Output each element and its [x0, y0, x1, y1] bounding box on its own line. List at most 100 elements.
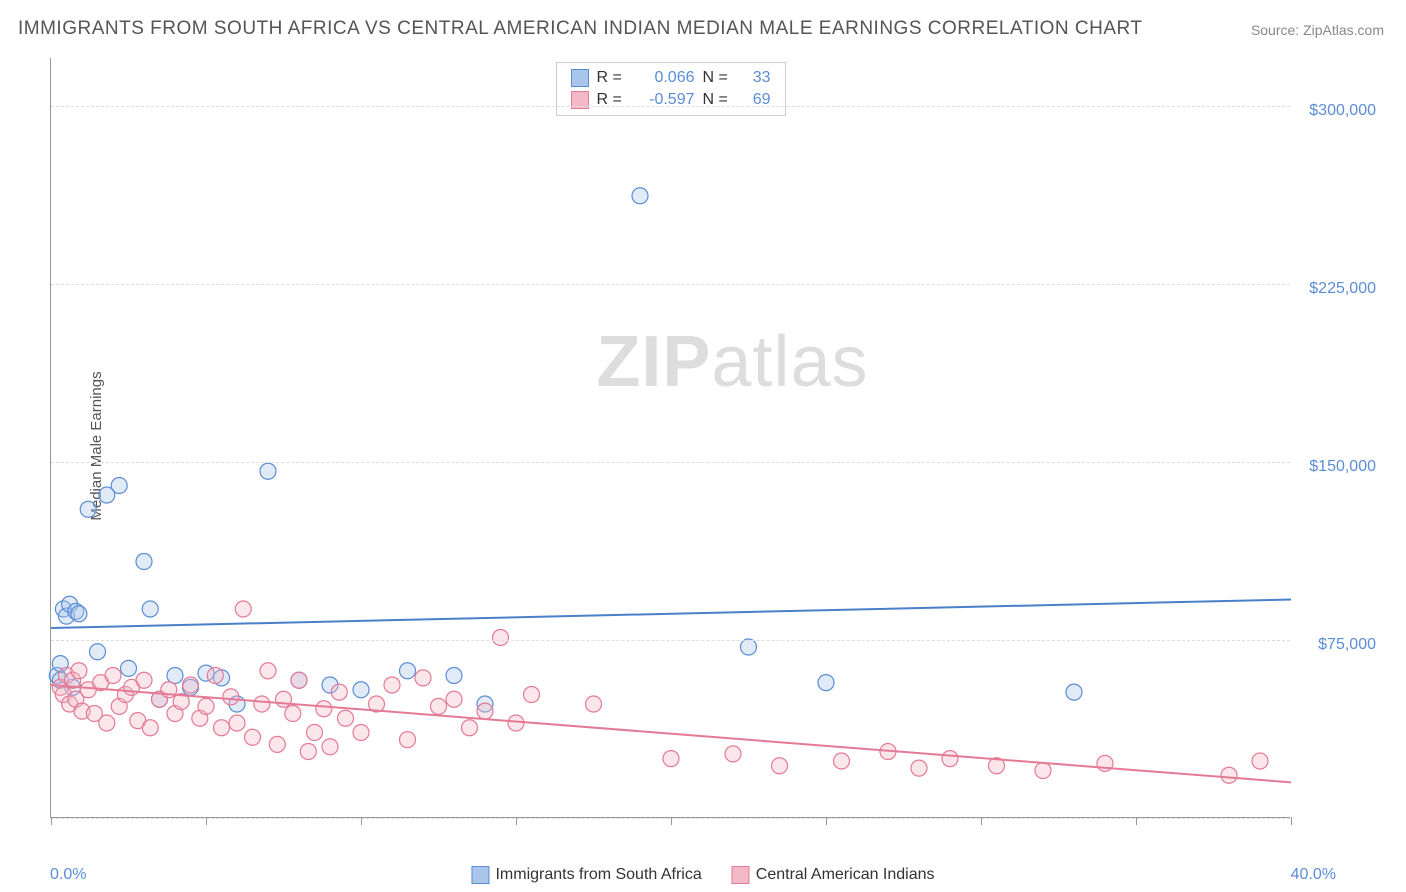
data-point	[207, 668, 223, 684]
data-point	[462, 720, 478, 736]
source-label: Source: ZipAtlas.com	[1251, 22, 1384, 38]
data-point	[834, 753, 850, 769]
data-point	[338, 710, 354, 726]
x-max-label: 40.0%	[1291, 866, 1336, 884]
data-point	[223, 689, 239, 705]
data-point	[400, 663, 416, 679]
y-tick-label: $150,000	[1309, 458, 1376, 476]
y-tick-label: $300,000	[1309, 102, 1376, 120]
data-point	[400, 732, 416, 748]
data-point	[167, 668, 183, 684]
x-tick	[206, 817, 207, 825]
data-point	[71, 606, 87, 622]
gridline	[51, 106, 1290, 107]
legend-swatch	[571, 69, 589, 87]
legend-item: Central American Indians	[732, 866, 935, 884]
data-point	[353, 725, 369, 741]
data-point	[260, 463, 276, 479]
data-point	[99, 715, 115, 731]
data-point	[80, 501, 96, 517]
x-tick	[671, 817, 672, 825]
n-label: N =	[703, 69, 733, 87]
data-point	[632, 188, 648, 204]
x-min-label: 0.0%	[50, 866, 86, 884]
x-tick	[826, 817, 827, 825]
plot-area: ZIPatlas R = 0.066 N = 33 R = -0.597 N =…	[50, 58, 1290, 818]
data-point	[71, 663, 87, 679]
data-point	[446, 691, 462, 707]
stats-legend: R = 0.066 N = 33 R = -0.597 N = 69	[556, 62, 786, 116]
data-point	[508, 715, 524, 731]
data-point	[307, 725, 323, 741]
r-label: R =	[597, 69, 627, 87]
data-point	[415, 670, 431, 686]
data-point	[183, 677, 199, 693]
data-point	[477, 703, 493, 719]
data-point	[493, 630, 509, 646]
data-point	[254, 696, 270, 712]
data-point	[911, 760, 927, 776]
stats-row: R = 0.066 N = 33	[571, 67, 771, 89]
data-point	[229, 715, 245, 731]
series-legend: Immigrants from South Africa Central Amer…	[471, 866, 934, 884]
data-point	[260, 663, 276, 679]
legend-item: Immigrants from South Africa	[471, 866, 701, 884]
data-point	[142, 601, 158, 617]
stats-row: R = -0.597 N = 69	[571, 89, 771, 111]
data-point	[90, 644, 106, 660]
data-point	[142, 720, 158, 736]
data-point	[214, 720, 230, 736]
x-tick	[516, 817, 517, 825]
data-point	[136, 672, 152, 688]
data-point	[1066, 684, 1082, 700]
trend-line	[51, 685, 1291, 782]
data-point	[285, 706, 301, 722]
data-point	[725, 746, 741, 762]
r-value: 0.066	[635, 69, 695, 87]
data-point	[586, 696, 602, 712]
data-point	[291, 672, 307, 688]
legend-label: Central American Indians	[756, 866, 935, 883]
data-point	[353, 682, 369, 698]
chart-svg	[51, 58, 1290, 817]
data-point	[276, 691, 292, 707]
x-tick	[1136, 817, 1137, 825]
data-point	[331, 684, 347, 700]
data-point	[524, 687, 540, 703]
data-point	[772, 758, 788, 774]
x-tick	[361, 817, 362, 825]
gridline	[51, 284, 1290, 285]
data-point	[121, 660, 137, 676]
data-point	[322, 739, 338, 755]
data-point	[446, 668, 462, 684]
legend-label: Immigrants from South Africa	[495, 866, 701, 883]
data-point	[300, 744, 316, 760]
x-tick	[1291, 817, 1292, 825]
data-point	[105, 668, 121, 684]
gridline	[51, 462, 1290, 463]
data-point	[316, 701, 332, 717]
data-point	[198, 698, 214, 714]
data-point	[431, 698, 447, 714]
data-point	[1221, 767, 1237, 783]
x-tick	[981, 817, 982, 825]
x-tick	[51, 817, 52, 825]
data-point	[942, 751, 958, 767]
data-point	[818, 675, 834, 691]
data-point	[136, 554, 152, 570]
data-point	[1252, 753, 1268, 769]
data-point	[111, 478, 127, 494]
data-point	[235, 601, 251, 617]
data-point	[741, 639, 757, 655]
gridline	[51, 640, 1290, 641]
y-tick-label: $225,000	[1309, 280, 1376, 298]
legend-swatch	[471, 866, 489, 884]
chart-title: IMMIGRANTS FROM SOUTH AFRICA VS CENTRAL …	[18, 18, 1143, 40]
legend-swatch	[732, 866, 750, 884]
data-point	[269, 736, 285, 752]
data-point	[384, 677, 400, 693]
n-value: 33	[741, 69, 771, 87]
y-tick-label: $75,000	[1318, 636, 1376, 654]
data-point	[245, 729, 261, 745]
data-point	[1035, 763, 1051, 779]
